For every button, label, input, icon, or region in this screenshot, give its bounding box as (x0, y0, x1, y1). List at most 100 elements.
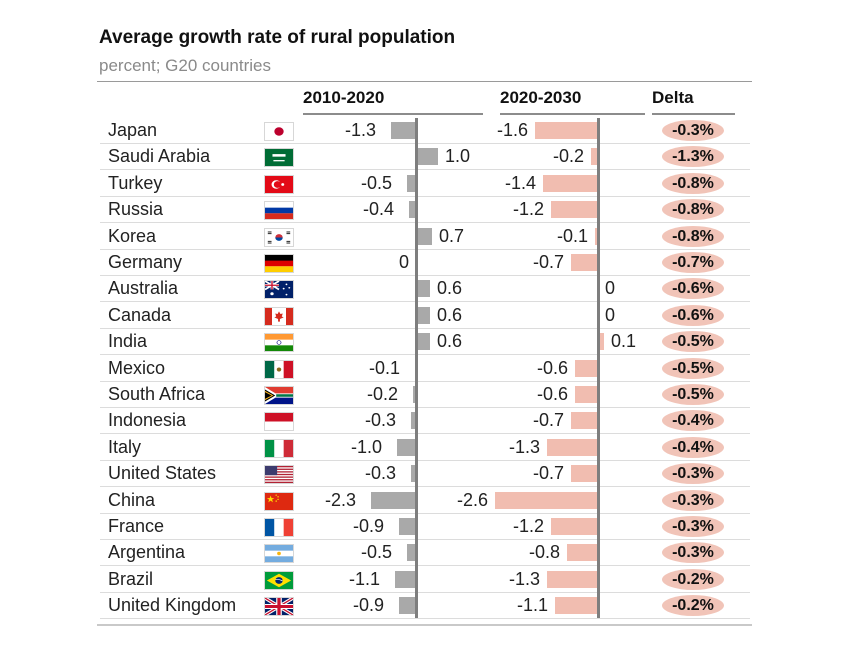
chart-subtitle: percent; G20 countries (99, 56, 271, 75)
bar-2020-2030 (575, 386, 599, 403)
bar-2020-2030 (600, 333, 604, 351)
germany-flag-icon (264, 254, 294, 273)
value-label-2020-2030: -0.7 (533, 410, 565, 431)
value-label-2020-2030: -1.2 (513, 199, 545, 220)
value-label-2010-2020: -1.3 (345, 120, 377, 140)
table-row: United States -0.3 -0.7 -0.3% (100, 461, 750, 488)
value-label-2020-2030: 0.1 (611, 331, 637, 352)
country-label: India (108, 331, 148, 352)
table-row: Indonesia -0.3 -0.7 -0.4% (100, 408, 750, 435)
country-label: France (108, 516, 165, 536)
value-label-2020-2030: -1.1 (517, 595, 549, 616)
table-row: Brazil -1.1 -1.3 -0.2% (100, 567, 750, 593)
value-label-2010-2020: -1.0 (351, 436, 383, 457)
bar-2010-2020 (411, 465, 417, 483)
row-divider (100, 143, 750, 144)
table-row: South Africa -0.2 -0.6 -0.5% (100, 382, 750, 408)
bar-2010-2020 (418, 227, 432, 245)
column-header-2010-2020: 2010-2020 (303, 88, 385, 107)
brazil-flag-icon (264, 570, 294, 590)
delta-badge: -0.3% (662, 542, 724, 564)
bar-2020-2030 (495, 491, 599, 509)
bar-2010-2020 (409, 201, 417, 219)
table-row: Canada 0.6 0 -0.6% (100, 303, 750, 329)
row-divider (100, 433, 750, 435)
turkey-flag-icon (264, 174, 294, 194)
row-divider (100, 618, 750, 620)
table-row: Korea 0.7 -0.1 -0.8% (100, 224, 750, 250)
bar-2020-2030 (535, 122, 599, 139)
delta-badge: -0.2% (662, 595, 724, 617)
row-divider (100, 591, 750, 593)
delta-badge: -1.3% (662, 146, 724, 168)
bar-2020-2030 (551, 201, 599, 219)
country-label: South Africa (108, 384, 206, 404)
bar-2020-2030 (575, 359, 599, 377)
row-divider (100, 565, 750, 567)
bar-2010-2020 (418, 148, 438, 166)
table-row: Turkey -0.5 -1.4 -0.8% (100, 171, 750, 197)
japan-flag-icon (264, 122, 294, 141)
value-label-2020-2030: -1.2 (513, 516, 545, 536)
value-label-2010-2020: -0.2 (367, 384, 399, 404)
bar-2010-2020 (395, 570, 417, 588)
column-header-delta: Delta (652, 88, 694, 107)
country-label: Saudi Arabia (108, 146, 211, 167)
row-divider (100, 222, 750, 224)
country-label: United States (108, 463, 217, 484)
value-label-2010-2020: -0.5 (361, 542, 393, 563)
france-flag-icon (264, 518, 294, 537)
row-divider (100, 380, 750, 382)
table-row: Germany 0 -0.7 -0.7% (100, 250, 750, 276)
indonesia-flag-icon (264, 412, 294, 432)
australia-flag-icon (264, 280, 294, 300)
column-header-2020-2030: 2020-2030 (500, 88, 582, 107)
bar-2010-2020 (407, 544, 417, 562)
bar-2010-2020 (407, 174, 417, 192)
bar-2020-2030 (571, 465, 599, 483)
value-label-2010-2020: 1.0 (445, 146, 471, 167)
country-label: United Kingdom (108, 595, 237, 616)
delta-badge: -0.5% (662, 357, 724, 379)
bar-2010-2020 (418, 306, 430, 324)
row-divider (100, 407, 750, 408)
value-label-2020-2030: -0.1 (557, 225, 589, 246)
value-label-2010-2020: -2.3 (325, 489, 357, 510)
value-label-2010-2020: -0.4 (363, 199, 395, 220)
table-row: Russia -0.4 -1.2 -0.8% (100, 197, 750, 224)
saudi-arabia-flag-icon (264, 148, 294, 168)
table-row: India 0.6 0.1 -0.5% (100, 329, 750, 356)
row-divider (100, 275, 750, 276)
bar-2020-2030 (551, 518, 599, 535)
value-label-2020-2030: 0 (605, 278, 616, 299)
table-row: Argentina -0.5 -0.8 -0.3% (100, 540, 750, 567)
italy-flag-icon (264, 438, 294, 458)
country-label: Germany (108, 252, 183, 272)
bar-2020-2030 (591, 148, 599, 166)
value-label-2020-2030: 0 (605, 304, 616, 325)
column-header-delta-underline (652, 113, 735, 115)
delta-badge: -0.8% (662, 172, 724, 194)
bar-2010-2020 (391, 122, 417, 139)
table-row: Mexico -0.1 -0.6 -0.5% (100, 356, 750, 382)
value-label-2010-2020: 0.6 (437, 331, 463, 352)
delta-badge: -0.8% (662, 225, 724, 247)
table-row: Saudi Arabia 1.0 -0.2 -1.3% (100, 144, 750, 171)
bar-2010-2020 (418, 280, 430, 298)
row-divider (100, 327, 750, 329)
value-label-2010-2020: -0.3 (365, 463, 397, 484)
country-label: Mexico (108, 357, 166, 378)
russia-flag-icon (264, 201, 294, 221)
table-row: Australia 0.6 0 -0.6% (100, 276, 750, 303)
bottom-rule (97, 624, 752, 626)
row-divider (100, 486, 750, 488)
canada-flag-icon (264, 306, 294, 326)
south-africa-flag-icon (264, 386, 294, 405)
axis-zero-2020-2030 (597, 118, 600, 618)
value-label-2020-2030: -0.7 (533, 252, 565, 272)
india-flag-icon (264, 333, 294, 353)
value-label-2020-2030: -0.6 (537, 357, 569, 378)
delta-badge: -0.5% (662, 331, 724, 353)
delta-badge: -0.8% (662, 199, 724, 221)
value-label-2020-2030: -1.3 (509, 436, 541, 457)
